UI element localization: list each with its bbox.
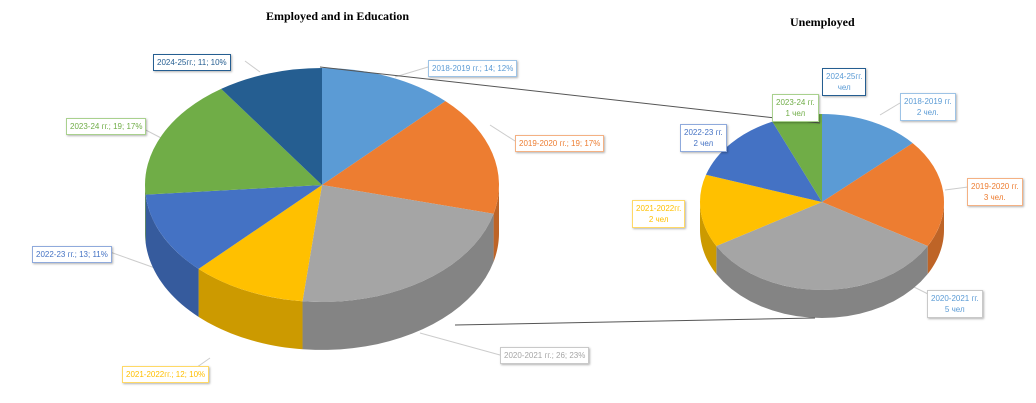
pie-slice-3 [198,185,322,302]
connector-lines [319,66,821,326]
data-label: 2018-2019 гг.; 14; 12% [428,60,518,77]
data-label: 2018-2019 гг. 2 чел. [900,93,956,121]
pie-employed [145,68,500,350]
pie-side-1 [493,185,499,262]
pie-side-1 [927,202,944,274]
data-label: 2020-2021 гг. 5 чел [927,290,983,318]
pie-side-3 [198,268,303,350]
chart-title-unemployed: Unemployed [790,15,855,29]
pie-side-3 [700,202,717,274]
pie-unemployed [699,114,944,318]
chart-title-employed: Employed and in Education [266,9,410,23]
pie-slice-0 [822,114,913,202]
data-label: 2021-2022гг.; 12; 10% [122,366,210,383]
pie-slice-1 [322,101,500,214]
pie-side-2 [302,213,494,350]
pie-slice-1 [822,143,944,246]
pie-side-2 [716,246,928,318]
pie-slice-6 [221,68,322,185]
pie-slice-5 [145,88,322,195]
data-label: 2023-24 гг.; 19; 17% [66,118,147,135]
data-label: 2019-2020 гг.; 19; 17% [515,135,605,152]
pie-slice-2 [716,202,928,290]
pie-side-5 [145,185,146,243]
pie-slice-0 [322,68,446,185]
pie-slice-3 [699,174,822,246]
data-label: 2023-24 гг. 1 чел [772,94,819,122]
pie-slice-4 [705,121,822,202]
pie-slice-2 [302,185,494,302]
data-label: 2022-23 гг.; 13; 11% [32,246,112,263]
pie-slice-5 [772,114,822,202]
data-label: 2019-2020 гг. 3 чел. [967,178,1023,206]
pie-slice-4 [145,185,322,269]
data-label: 2024-25гг. чел [822,68,867,96]
data-label: 2024-25гг.; 11; 10% [153,54,231,71]
pie-side-4 [145,194,199,317]
data-label: 2022-23 гг. 2 чел [680,124,727,152]
data-label: 2020-2021 гг.; 26; 23% [500,347,590,364]
data-label: 2021-2022гг. 2 чел [632,200,686,228]
